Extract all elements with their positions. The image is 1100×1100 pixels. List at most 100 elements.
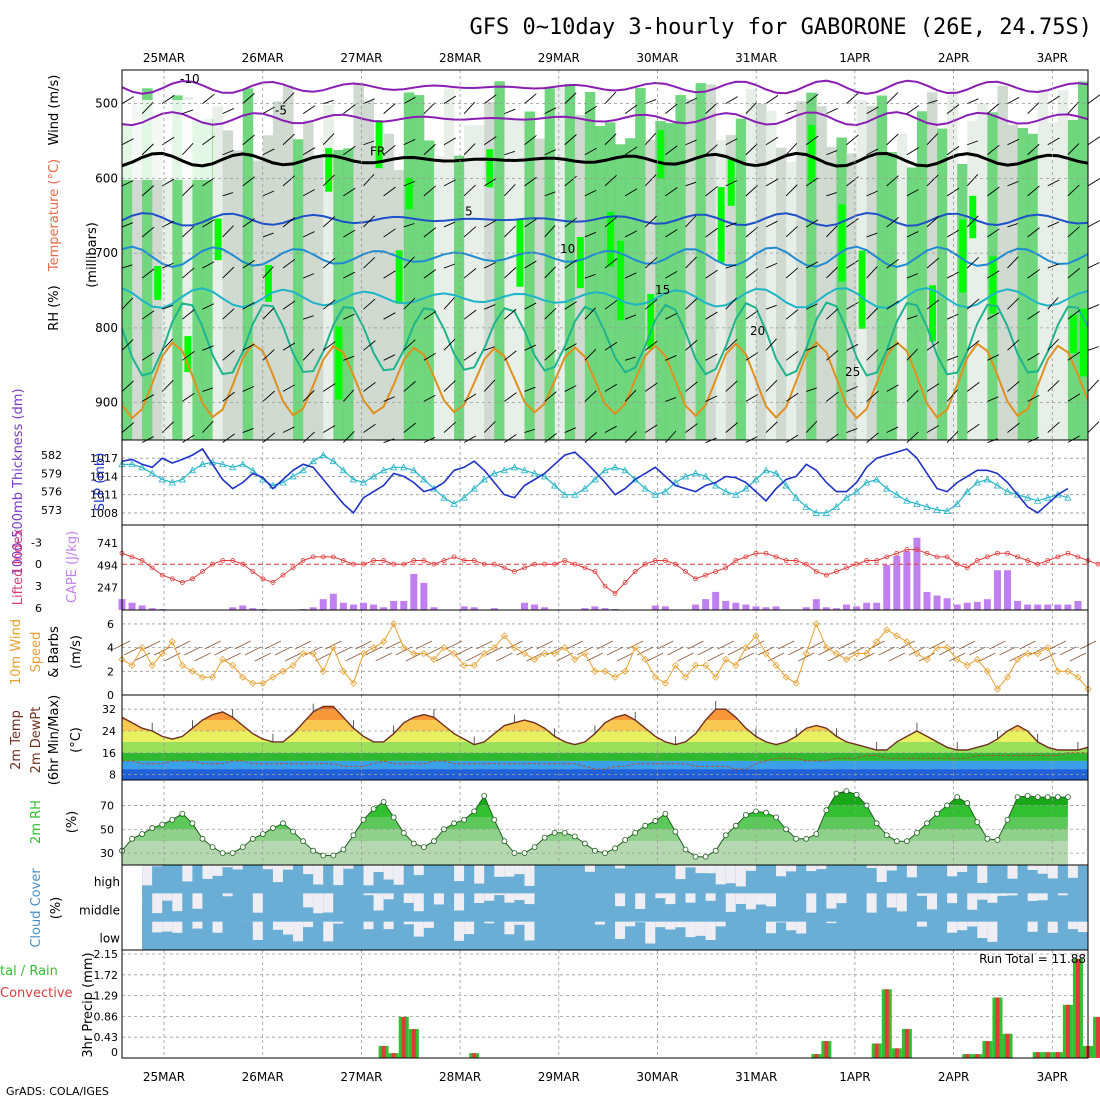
rh-high-patch <box>717 187 725 263</box>
precip-convective-bar <box>1096 1016 1100 1058</box>
cloud-cell <box>665 893 676 905</box>
wind-barb-10m <box>144 640 161 650</box>
wind-barb <box>604 425 617 433</box>
wind-barb <box>1007 422 1020 433</box>
lifted-index-point <box>542 561 548 567</box>
precip-panel-frame <box>121 949 1089 1059</box>
rh-shading-column <box>826 146 837 440</box>
thickness-point <box>983 475 992 483</box>
cape-bar <box>953 604 961 610</box>
wind-barb <box>604 133 617 146</box>
rh2m-point <box>1064 794 1071 801</box>
precip-tick: 0.86 <box>94 1010 119 1023</box>
wind-barb-10m <box>979 652 996 662</box>
rh-shading-column <box>766 110 777 441</box>
cape-bar <box>762 607 770 610</box>
wind-barb <box>544 432 557 443</box>
rh-high-patch <box>1079 308 1087 377</box>
cloud-cell <box>363 921 374 930</box>
rh-shading-column <box>323 104 334 441</box>
rh-shading-column <box>162 125 173 441</box>
wind-barb <box>504 308 517 320</box>
wind-barb <box>302 189 315 197</box>
wind-barb <box>604 91 617 104</box>
date-label-top: 28MAR <box>439 51 481 65</box>
precip-legend-conv: Convective <box>0 986 73 1001</box>
wind10m-point <box>208 673 217 681</box>
wind-barb <box>423 352 436 361</box>
thickness-point <box>611 463 619 471</box>
precip-tick: 2.15 <box>94 948 119 961</box>
lifted-index-point <box>894 550 900 556</box>
rh2m-point <box>944 802 951 809</box>
lifted-index-point <box>904 547 910 552</box>
wind-barb-10m <box>1049 640 1066 650</box>
rh2m-point <box>481 793 488 799</box>
wind-barb <box>323 99 334 105</box>
cape-bar <box>1034 604 1042 610</box>
wind-barb <box>403 138 416 146</box>
wind-barb <box>282 426 295 433</box>
wind-barb <box>484 178 497 187</box>
cloud-cell <box>413 865 424 876</box>
wind-barb <box>302 390 315 402</box>
date-label-bottom: 3APR <box>1037 1070 1068 1084</box>
rh2m-point <box>622 837 629 843</box>
wind-barb-10m <box>445 640 463 650</box>
rh-shading-column <box>444 88 455 440</box>
wind-barb <box>524 93 537 104</box>
temperature-contour <box>121 151 1089 168</box>
wind-barb <box>524 428 536 433</box>
wind-barb <box>1007 180 1019 187</box>
wind-barb <box>443 179 456 187</box>
lifted-index-point <box>340 558 346 563</box>
cloud-cell <box>393 865 404 885</box>
wind-barb <box>202 303 215 310</box>
wind-barb <box>866 232 878 238</box>
rh2m-point <box>1014 794 1021 801</box>
thickness-point <box>369 472 378 480</box>
lifted-index-point <box>1075 554 1081 560</box>
date-label-top: 27MAR <box>340 51 382 65</box>
rh-axis-label-1: 2m RH <box>29 800 44 844</box>
wind-barb-10m <box>707 652 724 662</box>
wind-barb <box>987 396 999 402</box>
thickness-point <box>229 463 237 471</box>
cloud-bg <box>142 865 1088 950</box>
date-label-bottom: 29MAR <box>538 1070 580 1084</box>
wind-barb <box>624 188 638 197</box>
wind-barb <box>302 273 315 279</box>
cape-bar <box>772 606 780 610</box>
rh2m-point <box>914 829 920 836</box>
wind-barb <box>403 297 416 310</box>
precip-convective-bar <box>965 1054 970 1058</box>
thickness-point <box>500 466 509 474</box>
credit-label: GrADS: COLA/IGES <box>6 1085 109 1098</box>
wind10m-point <box>983 667 991 675</box>
wind-barb <box>141 268 155 279</box>
lifted-index-point <box>1095 561 1100 567</box>
cloud-level-label: low <box>100 932 121 946</box>
thickness-point <box>138 463 146 471</box>
rh2m-point <box>742 812 749 818</box>
wind-barb <box>1027 185 1040 197</box>
wind-barb-10m <box>737 652 755 662</box>
wind-barb-10m <box>455 646 473 656</box>
wind10m-point <box>319 667 327 675</box>
thickness-point <box>420 475 428 483</box>
wind-barb <box>705 144 718 156</box>
thickness-point <box>963 487 971 495</box>
date-label-top: 31MAR <box>735 51 777 65</box>
wind-barb <box>685 381 698 392</box>
wind-barb <box>1047 137 1060 146</box>
wind-barb <box>242 92 255 104</box>
lifted-index-point <box>451 554 457 560</box>
wind-barb <box>826 433 839 443</box>
lifted-index-point <box>783 558 789 563</box>
rh-shading-column <box>755 103 767 440</box>
wind-barb <box>463 435 477 443</box>
rh-band <box>122 805 1068 818</box>
wind-barb <box>1047 95 1060 105</box>
contour-label: FR <box>370 145 385 159</box>
cape-bar <box>712 591 720 610</box>
